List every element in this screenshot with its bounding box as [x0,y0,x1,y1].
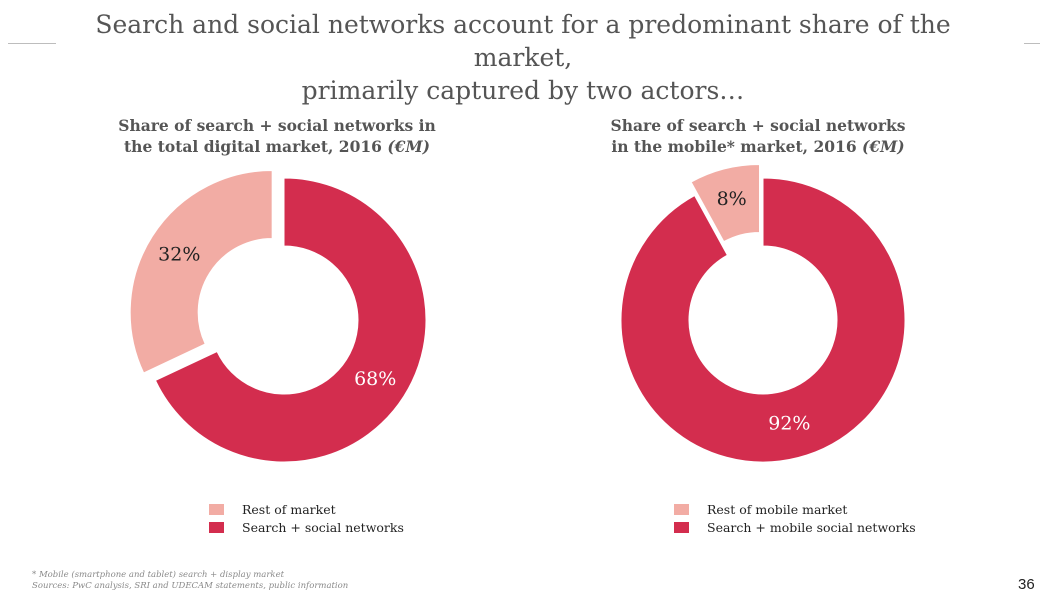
donut-label-search-social-1: 68% [354,368,396,390]
chart-2-legend: Rest of mobile market Search + mobile so… [674,500,916,536]
chart-1-legend: Rest of market Search + social networks [209,500,404,536]
donut-slice-rest-of-market-2 [690,163,761,243]
legend-item-rest-of-mobile-market: Rest of mobile market [674,500,916,518]
footnote: * Mobile (smartphone and tablet) search … [32,570,348,592]
legend-swatch-rest-mobile [674,503,689,515]
donut-label-rest-of-market-1: 32% [158,244,200,266]
legend-label-rest-of-market: Rest of market [242,501,336,517]
donut-chart-mobile: 92% 8% [620,163,906,463]
title-rule-left [8,43,56,44]
chart-2-title-line-2-wrap: in the mobile* market, 2016 (€M) [548,136,968,157]
page-title: Search and social networks account for a… [60,8,986,107]
legend-item-rest-of-market: Rest of market [209,500,404,518]
donut-slice-search-social-2 [620,177,906,463]
donut-chart-total-digital: 68% 32% [129,169,427,463]
footnote-mobile: * Mobile (smartphone and tablet) search … [32,570,285,580]
page-title-line-1: Search and social networks account for a… [95,10,951,72]
chart-1-title: Share of search + social networks in the… [67,115,487,157]
legend-swatch-rest [209,503,224,515]
chart-2-title-unit: (€M) [862,137,905,156]
chart-1-title-line-2: the total digital market, 2016 [124,137,382,156]
legend-swatch-search-mobile-social [674,521,689,533]
donut-label-rest-of-market-2: 8% [717,188,747,210]
chart-1-title-line-2-wrap: the total digital market, 2016 (€M) [67,136,487,157]
chart-1-title-unit: (€M) [387,137,430,156]
legend-item-search-social: Search + social networks [209,518,404,536]
legend-label-search-mobile-social: Search + mobile social networks [707,519,916,535]
legend-item-search-mobile-social: Search + mobile social networks [674,518,916,536]
donut-label-search-social-2: 92% [768,413,810,435]
page-title-line-2: primarily captured by two actors… [301,76,745,105]
footnote-sources: Sources: PwC analysis, SRI and UDECAM st… [32,581,349,591]
donut-slice-search-social-1 [154,177,427,463]
legend-swatch-search-social [209,521,224,533]
page-number: 36 [1018,576,1035,593]
legend-label-search-social: Search + social networks [242,519,404,535]
chart-2-title: Share of search + social networks in the… [548,115,968,157]
chart-2-title-line-1: Share of search + social networks [610,116,906,135]
donut-slice-rest-of-market-1 [129,169,273,374]
chart-1-title-line-1: Share of search + social networks in [118,116,436,135]
legend-label-rest-of-mobile-market: Rest of mobile market [707,501,848,517]
chart-2-title-line-2: in the mobile* market, 2016 [611,137,857,156]
title-rule-right [1024,43,1040,44]
